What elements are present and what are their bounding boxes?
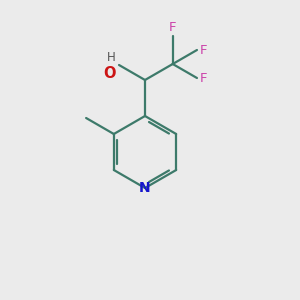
Text: O: O [103, 66, 116, 81]
Text: F: F [169, 21, 176, 34]
Text: N: N [139, 181, 151, 195]
Text: F: F [200, 71, 208, 85]
Text: H: H [107, 51, 116, 64]
Text: F: F [200, 44, 208, 56]
